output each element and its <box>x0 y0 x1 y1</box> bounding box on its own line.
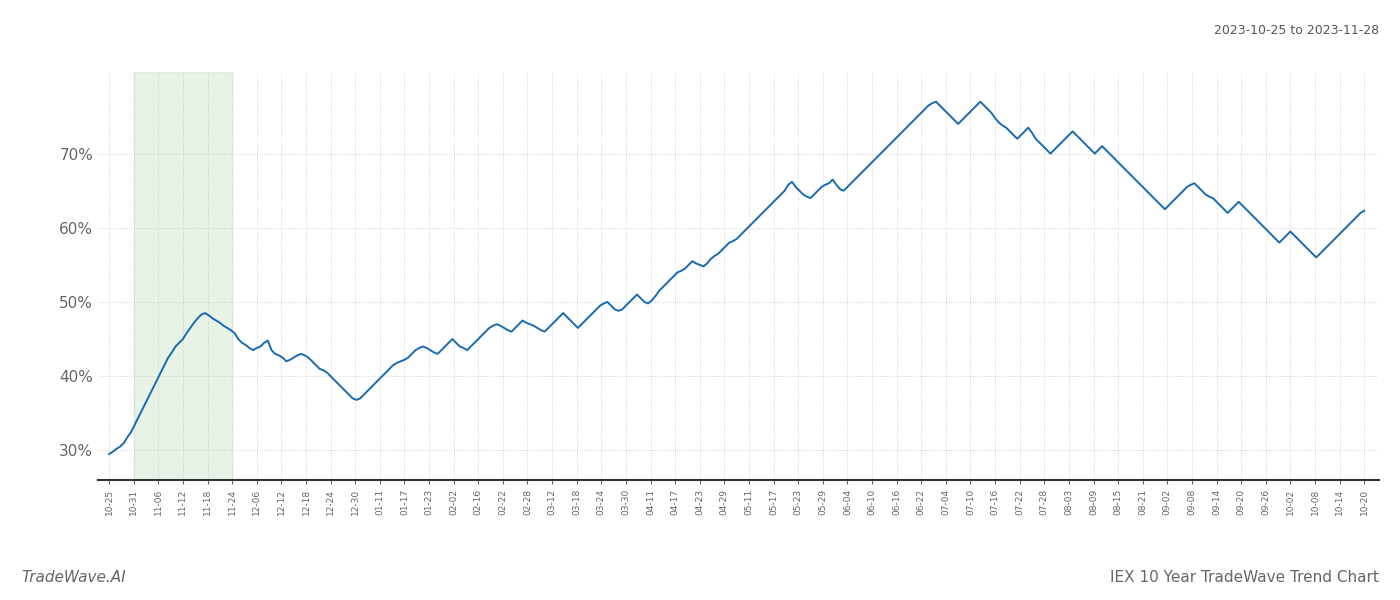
Bar <box>133 72 232 480</box>
Text: 2023-10-25 to 2023-11-28: 2023-10-25 to 2023-11-28 <box>1214 24 1379 37</box>
Text: IEX 10 Year TradeWave Trend Chart: IEX 10 Year TradeWave Trend Chart <box>1110 570 1379 585</box>
Text: TradeWave.AI: TradeWave.AI <box>21 570 126 585</box>
